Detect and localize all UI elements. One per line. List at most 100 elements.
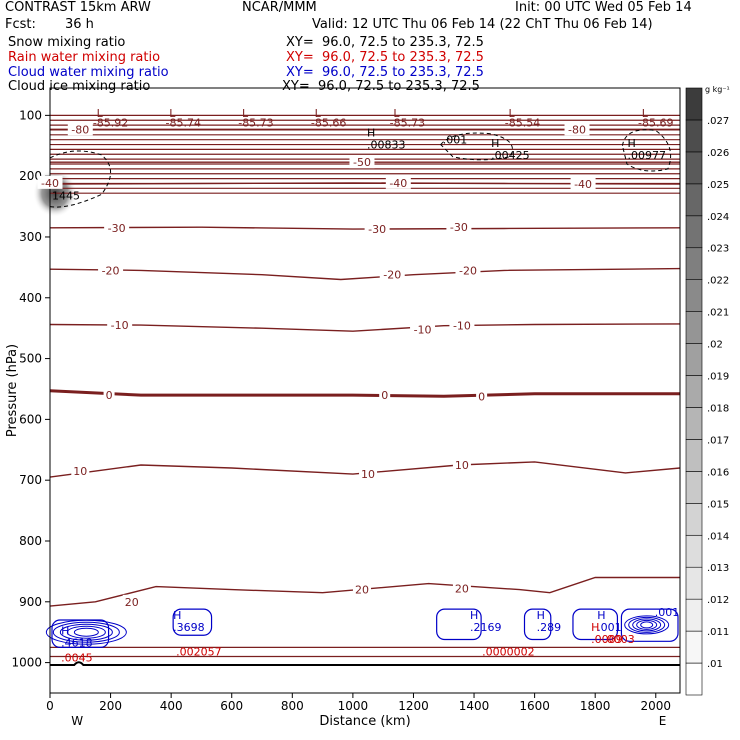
isotherm-label: -80 [568,123,586,136]
rain-water-max-value: .0045 [61,651,93,664]
colorbar-label: .022 [707,276,729,287]
forecast-hour: 36 h [65,17,94,32]
isotherm-label-bg [98,263,124,277]
isotherm-label: 0 [478,390,485,403]
colorbar-label: .016 [707,467,729,478]
cloud-water-max-value: .001 [655,606,680,619]
isotherm-10 [49,461,681,478]
valid-time: Valid: 12 UTC Thu 06 Feb 14 (22 ChT Thu … [312,17,653,32]
colorbar-swatch [685,311,703,344]
cloud-water-max-value: .001 [597,621,622,634]
cloud-water-contour [436,608,482,641]
cloud-water-contour [59,623,113,641]
colorbar-swatch [685,279,703,312]
isotherm--10 [49,323,681,332]
isotherm-label: -10 [111,319,129,332]
colorbar-swatch [685,503,703,536]
isotherm-label: 0 [381,389,388,402]
isotherm-label-bg [71,464,90,478]
cloud-ice-contour [621,129,672,172]
isotherm-label: -40 [574,178,592,191]
cloud-ice-contour [440,132,513,161]
isotherm--30 [49,226,681,230]
colorbar-swatch [685,534,703,568]
low-marker-value: -85.73 [390,116,425,129]
rain-water-max-value: .0003 [603,633,635,646]
isotherm-label: 20 [125,596,139,609]
model-title: CONTRAST 15km ARW [5,0,151,15]
colorbar-label: .026 [707,148,729,159]
colorbar-label: .02 [707,340,723,351]
isotherm-label-bg [379,388,391,402]
x-tick-label: 1800 [580,699,611,713]
colorbar-swatch [685,439,703,472]
colorbar-swatch [685,215,703,249]
legend-cloud-ice-field: Cloud ice mixing ratio [8,79,151,94]
colorbar-label: .024 [707,212,729,223]
x-tick-label: 0 [46,699,54,713]
x-tick-label: 1000 [338,699,369,713]
isotherm-label: -20 [383,269,401,282]
isotherm-label: 10 [361,468,375,481]
x-tick-label: 400 [160,699,183,713]
plot-frame [49,87,681,694]
cloud-water-contour [52,621,120,643]
low-marker-label: L [393,107,400,120]
isotherm-label-bg [449,318,475,332]
rain-water-max-value: .0009 [591,633,623,646]
cloud-water-contour [45,619,127,645]
isotherm-label: -80 [71,123,89,136]
x-tick-label: 1600 [519,699,550,713]
rain-water-max-marker: H [591,621,599,634]
colorbar-swatch [685,662,703,696]
colorbar-label: .027 [707,116,729,127]
y-tick-label: 400 [19,291,42,305]
low-marker-label: L [169,107,176,120]
isotherm-label-bg [570,177,596,191]
colorbar-label: .025 [707,180,729,191]
cloud-water-max-marker: H [537,609,545,622]
isotherm-label-bg [107,318,133,332]
low-marker-label: L [509,107,516,120]
surface-line [50,661,680,667]
x-tick-label: 2000 [640,699,671,713]
cloud-water-contour [523,608,552,641]
cloud-ice-max-value: .00977 [627,149,666,162]
low-marker-label: L [242,107,249,120]
colorbar-label: .021 [707,308,729,319]
colorbar-swatch [685,247,703,280]
rain-water-max-value: .0000002 [482,645,535,658]
cloud-water-contour [632,618,662,632]
cloud-water-contour [66,625,106,639]
cloud-ice-max-value: .00425 [491,149,530,162]
cloud-water-max-value: .3698 [173,621,205,634]
y-tick-label: 300 [19,230,42,244]
legend-snow-xy: XY= 96.0, 72.5 to 235.3, 72.5 [286,35,484,50]
init-time: Init: 00 UTC Wed 05 Feb 14 [515,0,692,15]
cloud-water-max-marker: H [61,624,69,637]
low-marker-value: -85.54 [505,116,540,129]
cloud-water-contour [73,627,99,637]
cloud-ice-max-marker: H [627,137,635,150]
isotherm-0 [49,389,680,398]
cloud-ice-max-marker: H [491,137,499,150]
isotherm-label: 20 [355,584,369,597]
legend-snow-field: Snow mixing ratio [8,35,126,50]
colorbar-label: .013 [707,563,729,574]
west-label: W [71,714,83,728]
center-label: NCAR/MMM [242,0,317,15]
y-tick-label: 800 [19,534,42,548]
low-marker-value: -85.92 [93,116,128,129]
y-axis-label: Pressure (hPa) [5,344,20,437]
isotherm-label-bg [446,220,472,234]
cloud-water-contour [624,615,670,635]
y-tick-label: 100 [19,108,42,122]
colorbar-swatch [685,630,703,664]
isotherm-label-bg [103,388,115,402]
colorbar-label: .019 [707,372,729,383]
isotherm-label-bg [410,322,436,336]
cloud-ice-max-value: .001 [443,134,468,147]
isotherm-label: -10 [414,323,432,336]
isotherm-label: -40 [389,177,407,190]
